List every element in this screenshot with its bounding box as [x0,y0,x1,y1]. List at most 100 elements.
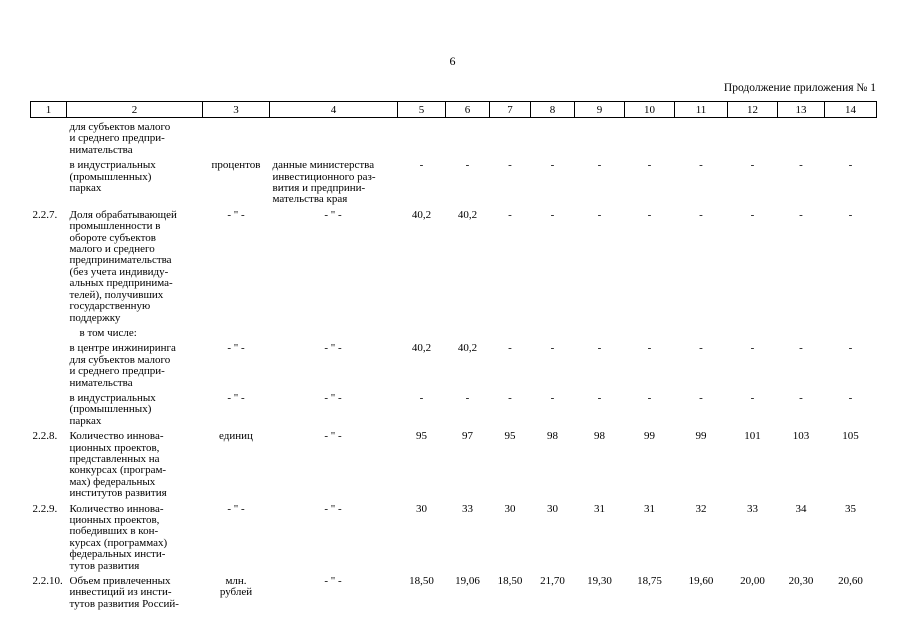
row-value: - [597,342,602,355]
row-unit: - " - [227,502,245,515]
row-value: 20,60 [838,575,863,588]
row-value: 19,60 [688,575,714,588]
column-number-1: 1 [30,101,67,118]
row-value: 33 [462,502,473,515]
row-value: - [848,159,853,172]
row-value: 40,2 [457,342,478,355]
row-number [31,324,67,339]
row-value: - [699,391,703,404]
row-name: в индустриальных (промышленных) парках [69,391,156,427]
row-value: 20,00 [740,575,765,588]
table-row: в центре инжиниринга для субъектов малог… [31,339,877,389]
row-value: 98 [594,430,605,443]
row-value: 21,70 [540,575,565,588]
row-value: 40,2 [411,208,432,221]
row-value: - [750,342,755,355]
row-value: 97 [462,430,473,443]
row-number [31,389,67,427]
row-value: 95 [416,430,427,443]
row-number: 2.2.10. [32,575,63,588]
row-value: - [419,159,424,172]
row-number: 2.2.9. [32,502,58,515]
continuation-note: Продолжение приложения № 1 [723,82,876,94]
row-value: - [550,391,555,404]
row-value: - [508,342,512,355]
row-source: - " - [324,430,342,443]
table-row: в том числе: [31,324,877,339]
row-value: - [597,208,602,221]
column-number-11: 11 [674,101,728,118]
row-number: 2.2.8. [32,430,58,443]
row-number [31,118,67,157]
indicators-table: 1 2 3 4 5 6 7 8 9 10 11 12 13 14 для субъектов малого… [30,101,877,610]
row-value: 30 [416,502,427,515]
row-value: - [699,342,703,355]
row-value: 20,30 [788,575,814,588]
row-value: - [465,391,470,404]
row-value: - [647,159,652,172]
row-value: - [465,159,470,172]
row-value: - [799,342,803,355]
row-value: 33 [747,502,758,515]
row-value: 19,06 [455,575,480,588]
row-number: 2.2.7. [32,208,58,221]
column-number-2: 2 [66,101,203,118]
row-value: - [799,159,803,172]
row-name: для субъектов малого и среднего предпри-… [69,121,171,156]
row-value: - [597,391,602,404]
column-number-6: 6 [445,101,490,118]
column-number-10: 10 [624,101,675,118]
column-number-13: 13 [777,101,825,118]
row-value: - [647,391,652,404]
row-source: данные министерства инвестиционного раз-… [272,159,376,206]
row-value: 34 [795,502,807,515]
row-unit: процентов [211,159,261,172]
row-value: - [750,208,755,221]
column-number-8: 8 [530,101,575,118]
row-value: - [799,208,803,221]
row-unit: - " - [227,342,245,355]
page-number: 6 [449,54,456,68]
table-row: 2.2.9. Количество иннова- ционных проекто… [31,500,877,572]
row-value: - [550,208,555,221]
row-name: в индустриальных (промышленных) парках [69,159,156,195]
row-unit: единиц [219,430,253,443]
row-value: - [699,208,703,221]
row-number [31,156,67,206]
row-value: - [508,391,512,404]
table-row: в индустриальных (промышленных) парках пр… [31,156,877,206]
row-name: Доля обрабатывающей промышленности в обо… [69,208,177,324]
row-value: 35 [845,502,856,515]
row-value: - [848,208,853,221]
row-value: 18,75 [637,575,662,588]
row-value: - [550,159,555,172]
row-source: - " - [324,575,342,588]
row-value: 30 [504,502,516,515]
row-name: в том числе: [79,326,137,339]
row-source [270,324,398,339]
table-row: для субъектов малого и среднего предпри-… [31,118,877,157]
row-name: в центре инжиниринга для субъектов малог… [69,342,176,389]
row-source: - " - [324,208,342,221]
row-value: 99 [695,430,707,443]
column-number-9: 9 [574,101,625,118]
row-unit [203,324,270,339]
row-value: 31 [594,502,605,515]
column-number-7: 7 [489,101,531,118]
row-value: - [419,391,424,404]
row-value: 99 [644,430,655,443]
row-unit: - " - [227,391,245,404]
row-unit [203,118,270,157]
row-value: - [699,159,703,172]
row-value: 40,2 [457,208,478,221]
row-source [270,118,398,157]
row-value: - [750,159,755,172]
row-value: - [508,159,512,172]
row-source: - " - [324,391,342,404]
row-value: - [647,208,652,221]
row-value: 103 [792,430,810,443]
table-row: 2.2.10. Объем привлеченных инвестиций из … [31,572,877,610]
row-source: - " - [324,342,342,355]
row-value: 98 [547,430,558,443]
